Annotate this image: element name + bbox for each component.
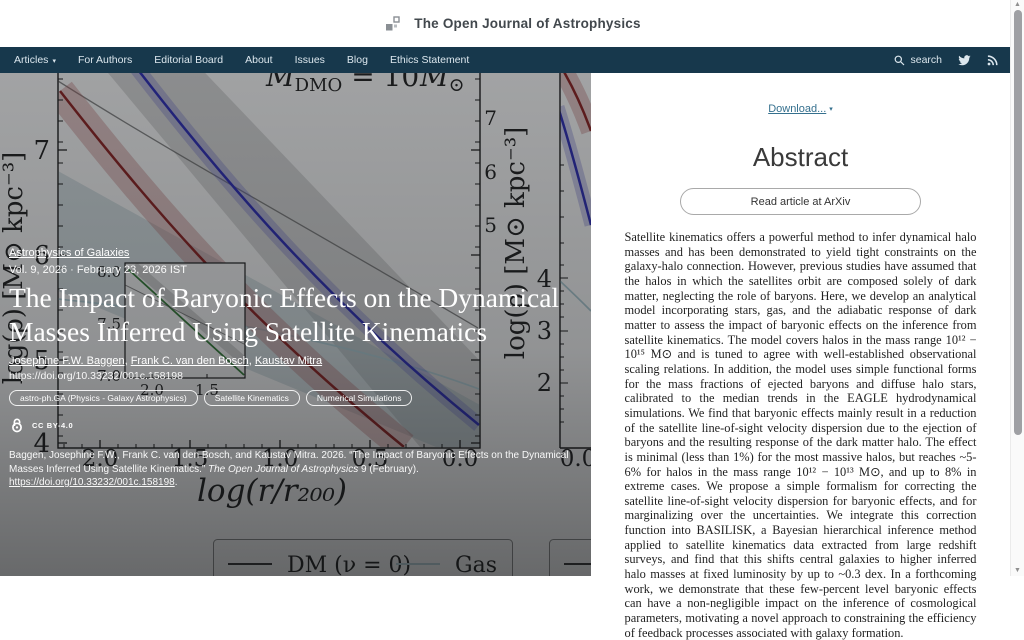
citation-text: Baggen, Josephine F.W., Frank C. van den… (9, 450, 569, 475)
article-title-line: Masses Inferred Using Satellite Kinemati… (9, 316, 488, 347)
tag-pill[interactable]: Numerical Simulations (305, 390, 413, 406)
main-navbar: Articles ▾ For Authors Editorial Board A… (0, 47, 1024, 73)
author-separator: , (248, 355, 255, 367)
license-row: CC BY-4.0 (9, 417, 581, 434)
tag-pill[interactable]: astro-ph.GA (Physics - Galaxy Astrophysi… (9, 390, 198, 406)
nav-item-label: Issues (294, 54, 325, 66)
author-separator: , (124, 355, 131, 367)
nav-item-label: Blog (346, 54, 368, 66)
section-link[interactable]: Astrophysics of Galaxies (9, 247, 130, 259)
citation-text: 9 (February). (358, 463, 419, 475)
citation: Baggen, Josephine F.W., Frank C. van den… (9, 449, 587, 490)
search-label: search (910, 54, 942, 66)
issue-line: Vol. 9, 2026 · February 23, 2026 IST (9, 264, 187, 276)
hero-content: Astrophysics of Galaxies Vol. 9, 2026 · … (0, 73, 591, 576)
nav-item-label: Articles (14, 54, 49, 66)
open-access-icon (12, 418, 22, 433)
nav-item-ethics-statement[interactable]: Ethics Statement (379, 47, 480, 73)
scroll-down-arrow-icon[interactable]: ▼ (1014, 567, 1021, 574)
nav-item-label: Editorial Board (154, 54, 224, 66)
page-content: 8.0 7.5 7.0 2.0 1.5 7 6 5 4 2.0 1.5 1.0 … (0, 73, 1024, 640)
tag-list: astro-ph.GA (Physics - Galaxy Astrophysi… (9, 390, 581, 406)
citation-journal: The Open Journal of Astrophysics (207, 463, 359, 475)
nav-item-about[interactable]: About (234, 47, 283, 73)
journal-logo-icon (386, 16, 400, 31)
nav-item-blog[interactable]: Blog (336, 47, 379, 73)
author-link[interactable]: Kaustav Mitra (254, 355, 323, 367)
article-title: The Impact of Baryonic Effects on the Dy… (9, 281, 581, 349)
nav-item-issues[interactable]: Issues (284, 47, 336, 73)
twitter-icon[interactable] (958, 54, 971, 66)
nav-item-label: For Authors (77, 54, 133, 66)
caret-down-icon: ▾ (829, 106, 833, 113)
page-scrollbar: ▲ ▼ (1010, 0, 1024, 576)
license-label: CC BY-4.0 (32, 421, 74, 430)
nav-right: search (894, 54, 998, 66)
article-hero: 8.0 7.5 7.0 2.0 1.5 7 6 5 4 2.0 1.5 1.0 … (0, 73, 591, 576)
abstract-heading: Abstract (752, 142, 849, 172)
site-header: The Open Journal of Astrophysics (0, 0, 1024, 47)
hero-dark-overlay (0, 73, 591, 576)
doi-text: https://doi.org/10.33232/001c.158198 (9, 370, 183, 382)
author-link[interactable]: Josephine F.W. Baggen (9, 355, 125, 367)
nav-item-editorial-board[interactable]: Editorial Board (143, 47, 234, 73)
nav-item-label: About (245, 54, 273, 66)
chevron-down-icon: ▾ (52, 57, 56, 65)
download-label: Download... (768, 103, 827, 115)
nav-item-for-authors[interactable]: For Authors (67, 47, 143, 73)
read-at-arxiv-button[interactable]: Read article at ArXiv (680, 188, 921, 215)
abstract-text: Satellite kinematics offers a powerful m… (624, 230, 977, 640)
rss-icon[interactable] (987, 54, 998, 66)
site-title: The Open Journal of Astrophysics (414, 16, 641, 31)
search-icon (895, 55, 905, 65)
nav-item-articles[interactable]: Articles ▾ (12, 47, 67, 73)
scroll-up-arrow-icon[interactable]: ▲ (1014, 1, 1021, 8)
article-title-line: The Impact of Baryonic Effects on the Dy… (9, 282, 560, 313)
author-link[interactable]: Frank C. van den Bosch (130, 355, 249, 367)
citation-text: . (174, 477, 178, 488)
tag-pill[interactable]: Satellite Kinematics (203, 390, 300, 406)
citation-doi-link[interactable]: https://doi.org/10.33232/001c.158198 (9, 477, 175, 488)
article-panel: Download... ▾ Abstract Read article at Ar… (591, 73, 1024, 640)
nav-items: Articles ▾ For Authors Editorial Board A… (12, 47, 480, 73)
search-button[interactable]: search (894, 54, 942, 66)
scrollbar-thumb[interactable] (1014, 10, 1022, 435)
nav-item-label: Ethics Statement (389, 54, 470, 66)
author-list: Josephine F.W. Baggen, Frank C. van den … (9, 355, 581, 367)
download-link[interactable]: Download... ▾ (768, 103, 833, 115)
